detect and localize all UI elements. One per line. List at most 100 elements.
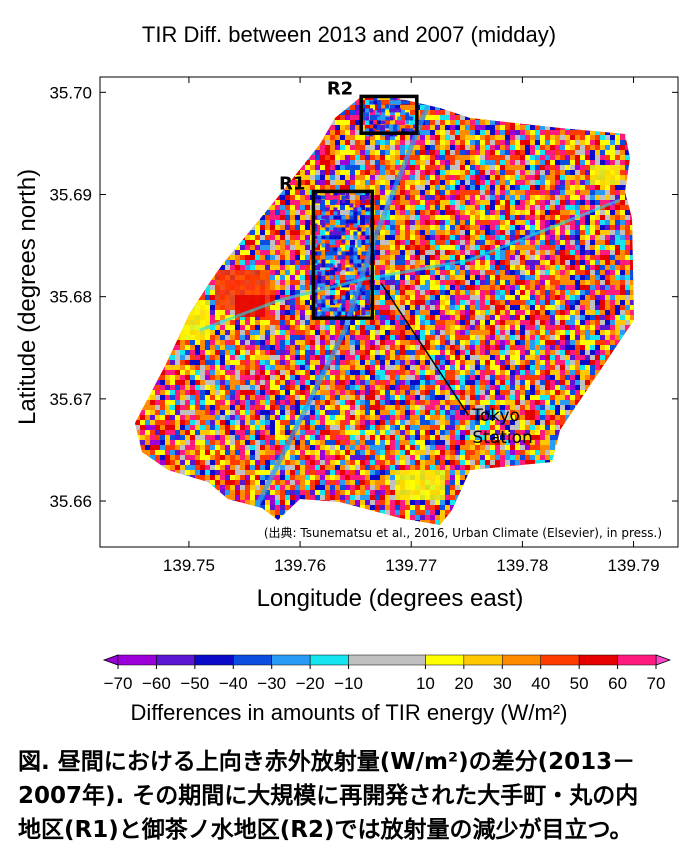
map-cell [320,180,325,185]
map-cell [635,220,640,225]
map-cell [375,110,380,115]
map-cell [410,315,415,320]
map-cell [250,190,255,195]
map-cell [505,215,510,220]
map-cell [480,240,485,245]
map-cell [580,180,585,185]
map-cell [190,190,195,195]
map-cell [130,150,135,155]
map-cell [215,250,220,255]
map-cell [295,230,300,235]
map-cell [425,200,430,205]
map-cell [445,265,450,270]
map-cell [415,285,420,290]
map-cell [285,96,290,100]
map-cell [430,275,435,280]
map-cell [295,190,300,195]
map-cell [485,275,490,280]
map-cell [465,140,470,145]
map-cell [270,195,275,200]
map-cell [210,215,215,220]
map-cell [570,325,575,330]
map-cell [240,135,245,140]
map-cell [495,265,500,270]
map-cell [185,160,190,165]
map-cell [520,320,525,325]
map-cell [620,195,625,200]
map-cell [600,320,605,325]
map-cell [280,195,285,200]
map-cell [610,120,615,125]
map-cell [370,320,375,325]
map-cell [490,265,495,270]
map-cell [500,190,505,195]
map-cell [155,330,160,335]
map-cell [255,315,260,320]
map-cell [245,90,250,95]
map-cell [600,105,605,110]
map-cell [150,96,155,100]
map-cell [520,280,525,285]
map-cell [510,265,515,270]
map-cell [585,175,590,180]
map-cell [140,250,145,255]
map-cell [560,215,565,220]
map-cell [515,310,520,315]
map-cell [160,96,165,100]
map-cell [630,255,634,260]
map-cell [330,290,335,295]
map-cell [330,140,335,145]
map-cell [515,325,520,330]
map-cell [475,215,480,220]
map-cell [175,175,180,180]
map-cell [520,195,525,200]
map-cell [215,215,220,220]
map-cell [265,265,270,270]
map-cell [470,290,475,295]
map-cell [575,265,580,270]
map-cell [445,96,450,100]
map-cell [190,125,195,130]
map-cell [250,140,255,145]
map-cell [320,225,325,230]
map-cell [145,90,150,95]
map-cell [295,215,300,220]
map-cell [480,285,485,290]
map-cell [245,135,250,140]
map-cell [590,300,595,305]
map-cell [495,96,500,100]
map-cell [625,275,630,280]
map-cell [455,325,460,330]
map-cell [625,125,630,130]
map-cell [485,185,490,190]
map-cell [265,160,270,165]
map-cell [490,190,495,195]
map-cell [260,125,265,130]
map-cell [315,96,320,100]
map-cell [420,145,425,150]
map-cell [465,320,470,325]
map-cell [635,215,640,220]
map-cell [395,230,400,235]
map-cell [475,100,480,105]
map-cell [150,115,155,120]
map-cell [210,190,215,195]
map-cell [500,310,505,315]
map-cell [345,175,350,180]
map-cell [555,220,560,225]
map-cell [335,175,340,180]
map-cell [345,285,350,290]
map-cell [545,330,550,335]
map-cell [560,260,565,265]
map-cell [460,195,465,200]
map-cell [235,120,240,125]
map-cell [305,155,310,160]
map-cell [620,295,625,300]
map-cell [580,115,585,120]
map-cell [625,140,630,145]
map-cell [500,210,505,215]
map-cell [245,180,250,185]
map-cell [305,185,310,190]
map-cell [600,115,605,120]
map-cell [340,220,345,225]
